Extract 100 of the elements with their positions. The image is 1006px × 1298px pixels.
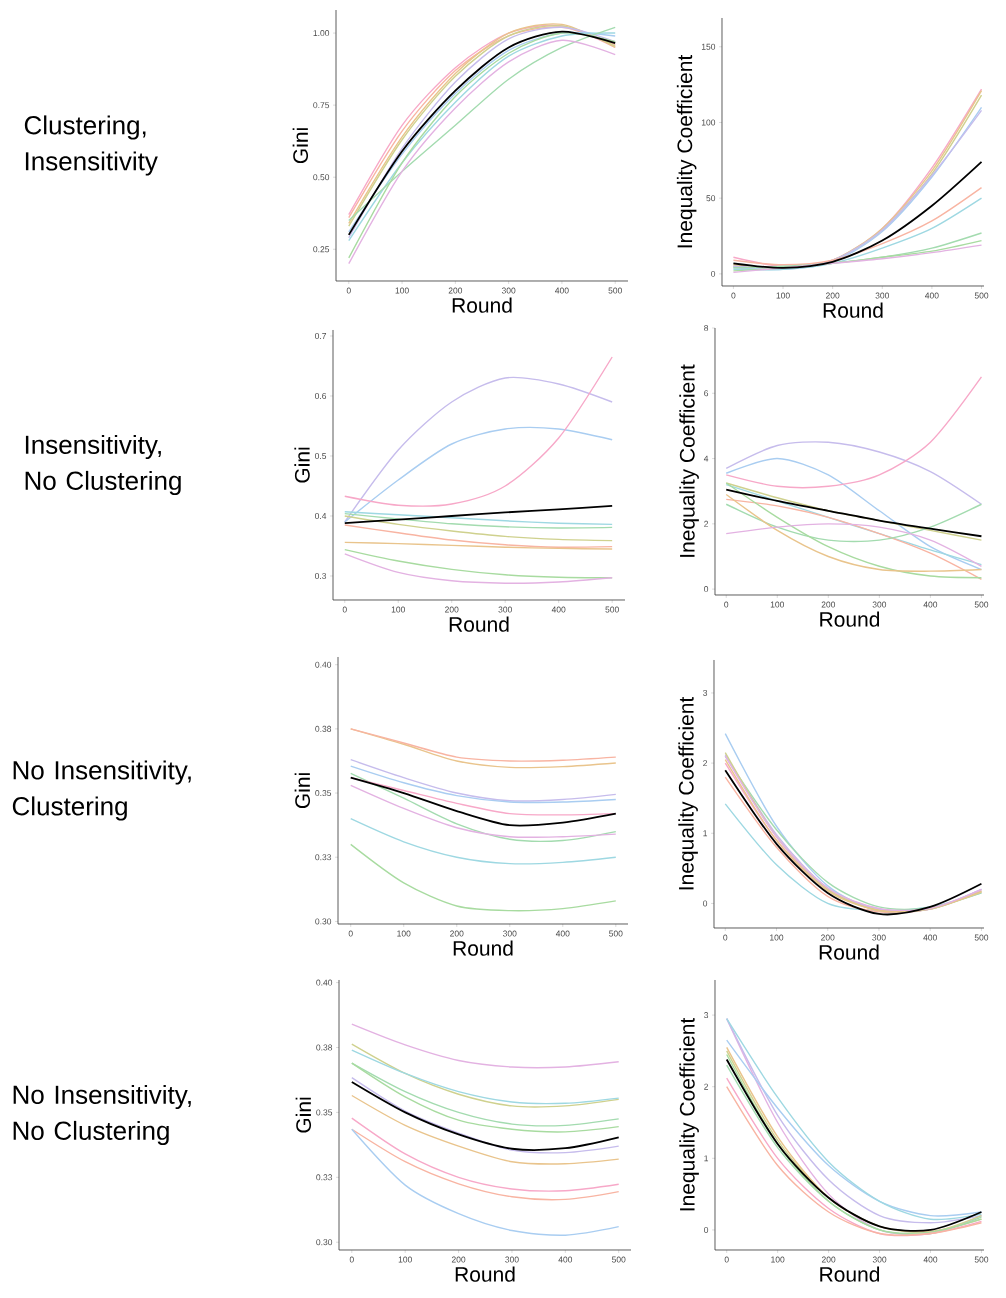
y-tick-label: 0 bbox=[704, 1226, 709, 1233]
x-tick-label: 300 bbox=[875, 292, 890, 299]
x-tick-label: 500 bbox=[974, 934, 989, 941]
x-tick-label: 200 bbox=[448, 287, 463, 294]
x-tick-label: 400 bbox=[923, 1256, 938, 1263]
x-axis-title: Round bbox=[449, 616, 509, 632]
x-tick-label: 300 bbox=[872, 601, 887, 608]
x-axis-title: Round bbox=[823, 302, 883, 318]
x-tick-label: 100 bbox=[395, 287, 409, 294]
text: No Insensitivity, No Clustering bbox=[13, 1084, 191, 1146]
x-tick-label: 200 bbox=[821, 601, 836, 608]
x-tick-label: 0 bbox=[348, 930, 353, 937]
x-tick-label: 200 bbox=[825, 292, 840, 299]
y-tick-label: 0.35 bbox=[316, 1109, 333, 1116]
y-tick-label: 0.7 bbox=[314, 332, 327, 339]
x-tick-label: 300 bbox=[498, 606, 512, 613]
y-tick-label: 0.75 bbox=[313, 102, 330, 109]
x-tick-label: 200 bbox=[451, 1256, 466, 1263]
y-tick-label: 0.40 bbox=[316, 979, 333, 986]
y-axis-title: Gini bbox=[294, 773, 311, 809]
x-axis-title: Round bbox=[453, 940, 513, 956]
x-tick-label: 0 bbox=[723, 934, 728, 941]
x-tick-label: 300 bbox=[872, 1256, 887, 1263]
y-tick-label: 0 bbox=[704, 586, 709, 593]
x-tick-label: 100 bbox=[770, 934, 784, 941]
x-tick-label: 300 bbox=[505, 1256, 519, 1263]
y-tick-label: 8 bbox=[704, 324, 709, 331]
y-tick-label: 0 bbox=[703, 900, 708, 907]
x-tick-label: 300 bbox=[501, 287, 516, 294]
text: Insensitivity, No Clustering bbox=[25, 434, 181, 496]
x-tick-label: 0 bbox=[724, 1256, 729, 1263]
y-tick-label: 0.6 bbox=[314, 392, 327, 399]
x-tick-label: 100 bbox=[397, 930, 411, 937]
x-tick-label: 500 bbox=[608, 287, 622, 294]
y-tick-label: 1 bbox=[704, 1155, 709, 1162]
y-axis-title: Inequality Coefficient bbox=[679, 1017, 699, 1211]
y-tick-label: 2 bbox=[703, 760, 708, 767]
y-tick-label: 150 bbox=[701, 43, 716, 50]
y-axis-title: Inequality Coefficient bbox=[678, 696, 698, 890]
text: No Insensitivity, Clustering bbox=[12, 760, 191, 821]
y-tick-label: 0.35 bbox=[315, 790, 332, 797]
y-axis-title: Gini bbox=[292, 128, 309, 164]
y-tick-label: 4 bbox=[703, 455, 709, 462]
x-tick-label: 500 bbox=[605, 606, 619, 613]
y-tick-label: 1.00 bbox=[313, 30, 330, 37]
x-axis-title: Round bbox=[820, 611, 880, 627]
x-tick-label: 300 bbox=[872, 934, 886, 941]
y-tick-label: 0.5 bbox=[314, 452, 327, 459]
y-axis-title: Gini bbox=[294, 447, 310, 483]
x-tick-label: 500 bbox=[611, 1256, 626, 1263]
x-tick-label: 100 bbox=[398, 1256, 412, 1263]
text: Clustering, Insensitivity bbox=[24, 115, 158, 176]
x-tick-label: 200 bbox=[445, 606, 459, 613]
x-tick-label: 400 bbox=[555, 930, 570, 937]
y-axis-title: Inequality Coefficient bbox=[679, 364, 699, 557]
y-tick-label: 0.38 bbox=[315, 725, 332, 732]
x-tick-label: 500 bbox=[974, 292, 989, 299]
x-tick-label: 100 bbox=[770, 601, 785, 608]
x-tick-label: 100 bbox=[771, 1256, 785, 1263]
x-tick-label: 200 bbox=[821, 934, 835, 941]
y-tick-label: 1 bbox=[703, 830, 708, 837]
y-tick-label: 2 bbox=[704, 520, 709, 527]
y-tick-label: 0.50 bbox=[313, 174, 330, 181]
x-tick-label: 400 bbox=[551, 606, 566, 613]
x-tick-label: 200 bbox=[821, 1256, 836, 1263]
y-tick-label: 6 bbox=[704, 390, 709, 397]
x-tick-label: 500 bbox=[609, 930, 623, 937]
x-tick-label: 0 bbox=[349, 1256, 354, 1263]
x-tick-label: 400 bbox=[923, 934, 937, 941]
x-tick-label: 300 bbox=[503, 930, 517, 937]
x-axis-title: Round bbox=[819, 944, 879, 960]
x-tick-label: 500 bbox=[974, 601, 989, 608]
x-tick-label: 500 bbox=[974, 1256, 989, 1263]
y-tick-label: 0.38 bbox=[316, 1044, 333, 1051]
x-tick-label: 0 bbox=[346, 287, 351, 294]
x-axis-title: Round bbox=[820, 1266, 880, 1282]
y-tick-label: 3 bbox=[704, 1012, 709, 1019]
x-tick-label: 400 bbox=[558, 1256, 573, 1263]
y-tick-label: 2 bbox=[704, 1083, 709, 1090]
y-tick-label: 0.40 bbox=[315, 661, 332, 668]
x-tick-label: 100 bbox=[391, 606, 405, 613]
y-tick-label: 100 bbox=[701, 119, 716, 126]
y-tick-label: 0.25 bbox=[313, 246, 330, 253]
y-tick-label: 0.3 bbox=[314, 572, 327, 579]
x-tick-label: 0 bbox=[342, 606, 347, 613]
y-axis-title: Gini bbox=[295, 1097, 312, 1133]
y-tick-label: 0.33 bbox=[316, 1174, 333, 1181]
y-tick-label: 0.30 bbox=[316, 1239, 333, 1246]
x-tick-label: 200 bbox=[450, 930, 464, 937]
x-tick-label: 100 bbox=[776, 292, 790, 299]
y-axis-title: Inequality Coefficient bbox=[676, 54, 697, 248]
x-axis-title: Round bbox=[452, 297, 512, 313]
y-tick-label: 0.33 bbox=[315, 854, 332, 861]
y-tick-label: 0 bbox=[711, 270, 716, 277]
x-tick-label: 400 bbox=[924, 292, 939, 299]
y-tick-label: 0.4 bbox=[314, 512, 327, 519]
x-tick-label: 0 bbox=[731, 292, 736, 299]
y-tick-label: 50 bbox=[706, 195, 716, 202]
x-axis-title: Round bbox=[455, 1266, 515, 1282]
y-tick-label: 0.30 bbox=[315, 918, 332, 925]
